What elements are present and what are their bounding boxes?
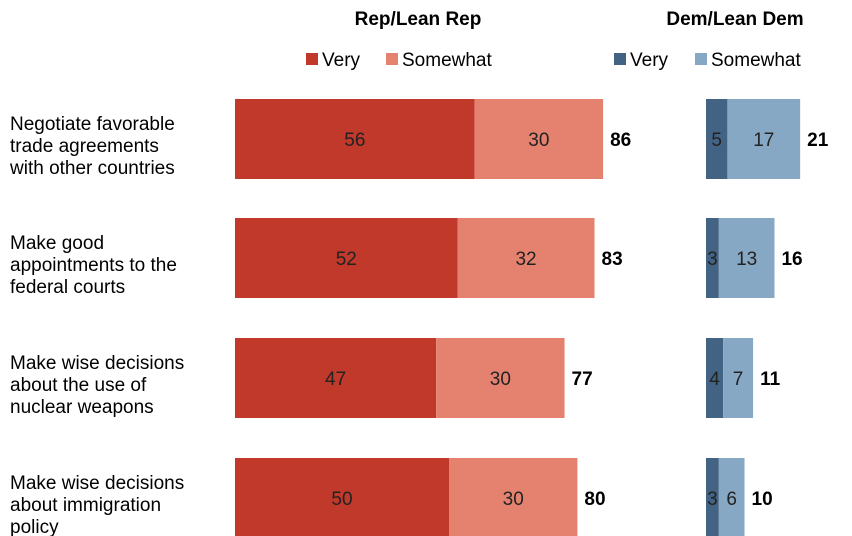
bar-value-label: 13 (736, 249, 757, 270)
bar-value-label: 7 (733, 369, 744, 390)
total-value-label: 10 (752, 489, 773, 510)
legend-swatch-dem-somewhat (695, 53, 707, 65)
total-value-label: 11 (760, 369, 781, 390)
bar-dem-somewhat (723, 338, 754, 418)
total-value-label: 83 (602, 249, 623, 270)
category-label: Negotiate favorable trade agreements with … (9, 114, 175, 179)
category-label-line: appointments to the (10, 255, 177, 276)
legend-swatch-dem-very (614, 53, 626, 65)
bar-rep-very (235, 458, 449, 536)
bar-value-label: 52 (336, 249, 357, 270)
category-label-line: Make wise decisions (10, 353, 184, 374)
legend-label-dem-very: Very (630, 50, 669, 71)
bar-value-label: 47 (325, 369, 346, 390)
category-label-line: about the use of (10, 375, 147, 396)
bar-value-label: 30 (490, 369, 511, 390)
plot-area: Negotiate favorable trade agreements with … (9, 99, 829, 536)
bar-value-label: 5 (711, 130, 722, 151)
total-value-label: 77 (572, 369, 593, 390)
bar-value-label: 3 (707, 489, 718, 510)
category-label: Make good appointments to the federal cour… (10, 233, 177, 298)
total-value-label: 80 (584, 489, 605, 510)
bar-dem-very (706, 458, 719, 536)
bar-dem-somewhat (718, 218, 775, 298)
panel-title-rep: Rep/Lean Rep (355, 9, 482, 30)
category-label: Make wise decisions about the use of nucle… (10, 353, 184, 418)
total-value-label: 16 (781, 249, 802, 270)
bar-value-label: 56 (344, 130, 365, 151)
bar-rep-very (235, 218, 458, 298)
bar-value-label: 4 (709, 369, 720, 390)
category-label-line: Negotiate favorable (10, 114, 175, 135)
legend-swatch-rep-very (306, 53, 318, 65)
bar-dem-somewhat (727, 99, 801, 179)
bar-rep-somewhat (457, 218, 595, 298)
bar-rep-somewhat (449, 458, 578, 536)
bar-dem-somewhat (718, 458, 745, 536)
bar-dem-very (706, 218, 719, 298)
legend-dem: Very Somewhat (614, 50, 801, 71)
bar-rep-somewhat (436, 338, 565, 418)
bar-rep-very (235, 99, 475, 179)
total-value-label: 86 (610, 130, 631, 151)
bar-value-label: 50 (331, 489, 352, 510)
category-label-line: Make wise decisions (10, 473, 184, 494)
bar-value-label: 30 (503, 489, 524, 510)
bar-value-label: 17 (753, 130, 774, 151)
legend-label-rep-somewhat: Somewhat (402, 50, 492, 71)
category-label-line: nuclear weapons (10, 397, 154, 418)
bar-value-label: 30 (528, 130, 549, 151)
legend-label-rep-very: Very (322, 50, 361, 71)
category-label-line: with other countries (9, 158, 175, 179)
bar-dem-very (706, 338, 724, 418)
category-label: Make wise decisions about immigration poli… (10, 473, 184, 536)
category-label-line: federal courts (10, 277, 125, 298)
category-label-line: trade agreements (10, 136, 159, 157)
legend-rep: Very Somewhat (306, 50, 492, 71)
panel-title-dem: Dem/Lean Dem (666, 9, 803, 30)
bar-value-label: 6 (726, 489, 737, 510)
category-label-line: Make good (10, 233, 104, 254)
legend-swatch-rep-somewhat (386, 53, 398, 65)
category-label-line: policy (10, 517, 59, 536)
bar-value-label: 32 (515, 249, 536, 270)
legend-label-dem-somewhat: Somewhat (711, 50, 801, 71)
bar-dem-very (706, 99, 728, 179)
bar-rep-very (235, 338, 437, 418)
bar-value-label: 3 (707, 249, 718, 270)
category-label-line: about immigration (10, 495, 161, 516)
bar-rep-somewhat (474, 99, 604, 179)
total-value-label: 21 (807, 130, 829, 151)
